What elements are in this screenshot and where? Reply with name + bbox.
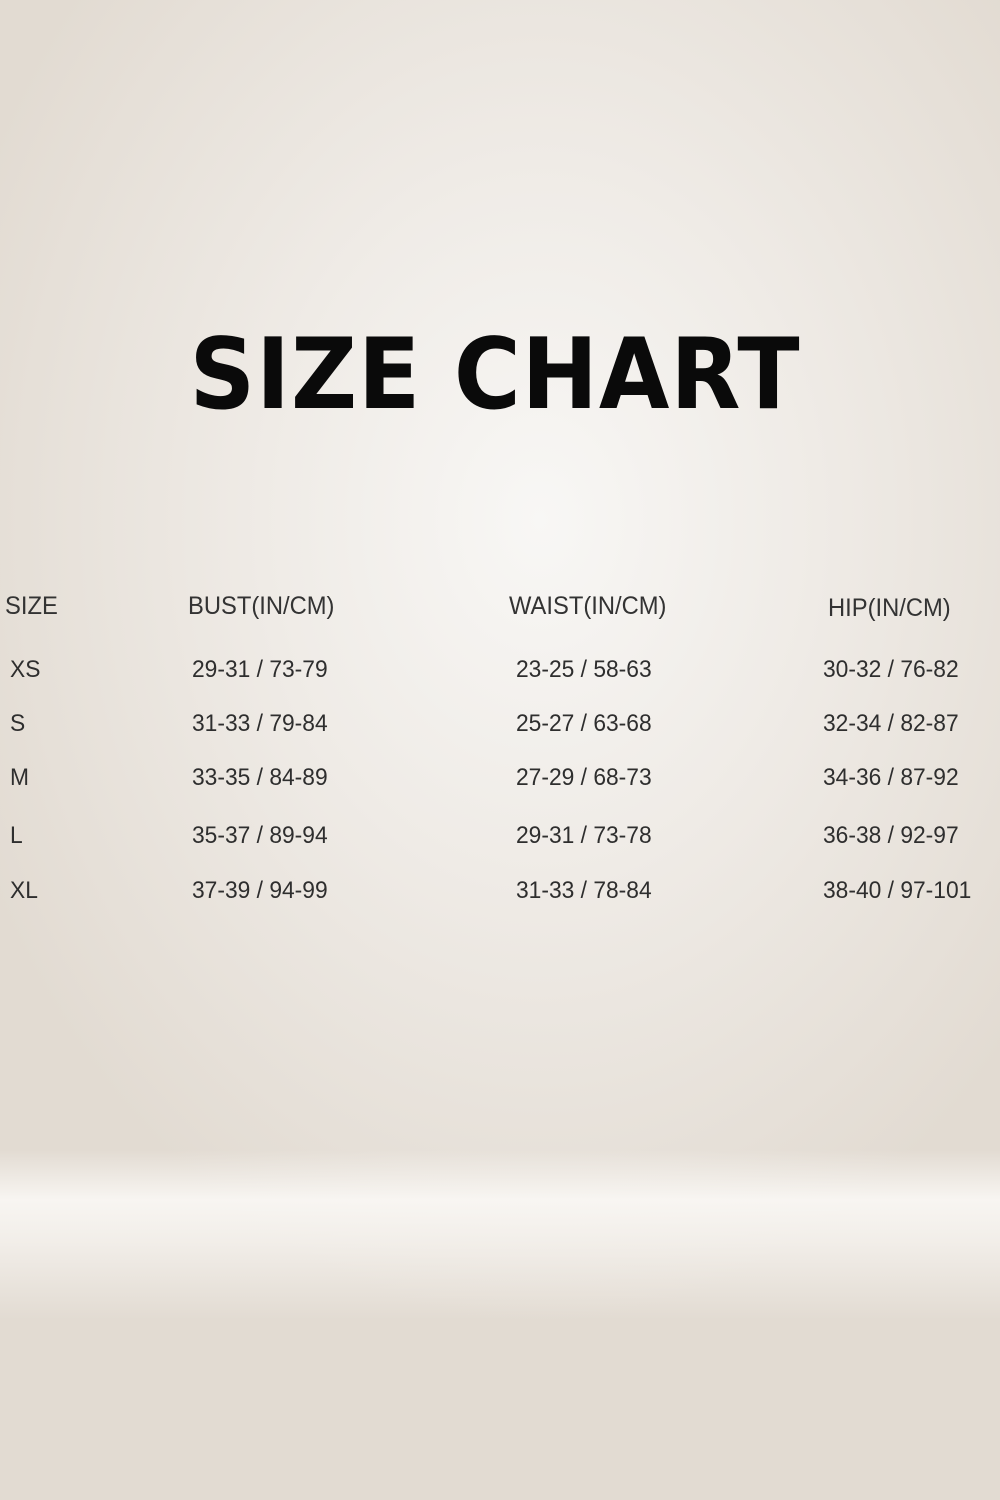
column-header-bust: BUST(IN/CM)	[188, 592, 335, 620]
column-header-hip: HIP(IN/CM)	[828, 594, 951, 622]
table-cell-hip: 38-40 / 97-101	[823, 877, 972, 904]
page-title: SIZE CHART	[189, 318, 801, 432]
table-cell-bust: 31-33 / 79-84	[192, 710, 328, 737]
table-cell-size: S	[10, 710, 26, 737]
table-cell-hip: 32-34 / 82-87	[823, 710, 959, 737]
table-cell-bust: 37-39 / 94-99	[192, 877, 328, 904]
table-cell-size: M	[10, 764, 29, 791]
table-cell-waist: 23-25 / 58-63	[516, 656, 652, 683]
table-cell-size: XS	[10, 656, 41, 683]
table-cell-bust: 35-37 / 89-94	[192, 822, 328, 849]
table-cell-hip: 36-38 / 92-97	[823, 822, 959, 849]
table-cell-hip: 34-36 / 87-92	[823, 764, 959, 791]
table-cell-size: XL	[10, 877, 38, 904]
table-cell-size: L	[10, 822, 23, 849]
table-cell-waist: 31-33 / 78-84	[516, 877, 652, 904]
column-header-waist: WAIST(IN/CM)	[509, 592, 667, 620]
table-cell-bust: 33-35 / 84-89	[192, 764, 328, 791]
column-header-size: SIZE	[5, 592, 58, 620]
table-cell-waist: 29-31 / 73-78	[516, 822, 652, 849]
table-cell-waist: 27-29 / 68-73	[516, 764, 652, 791]
table-cell-hip: 30-32 / 76-82	[823, 656, 959, 683]
table-cell-bust: 29-31 / 73-79	[192, 656, 328, 683]
table-cell-waist: 25-27 / 63-68	[516, 710, 652, 737]
